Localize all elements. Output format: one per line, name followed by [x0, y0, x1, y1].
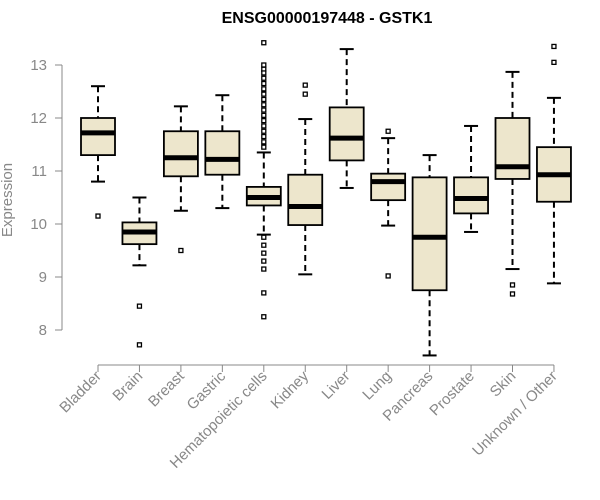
iqr-box	[453, 176, 489, 215]
outlier-point	[261, 70, 267, 76]
outlier-point	[261, 75, 267, 81]
box-liver	[328, 48, 365, 189]
outlier-point	[261, 250, 267, 256]
y-axis-title: Expression	[0, 163, 16, 237]
y-tick-label: 9	[39, 269, 47, 286]
iqr-box	[328, 106, 365, 162]
outlier-point	[385, 128, 391, 134]
x-tick-label: Prostate	[426, 368, 478, 420]
outlier-point	[551, 59, 557, 65]
x-tick-label: Kidney	[268, 367, 313, 412]
x-tick-label: Bladder	[56, 368, 105, 417]
outlier-point	[136, 303, 143, 309]
outlier-point	[261, 139, 267, 145]
iqr-box	[162, 130, 199, 178]
outlier-point	[261, 258, 267, 264]
outlier-point	[261, 91, 267, 97]
outlier-point	[261, 118, 267, 124]
outlier-point	[261, 242, 267, 248]
iqr-box	[411, 176, 448, 292]
x-tick-label: Liver	[319, 368, 354, 403]
outlier-point	[95, 213, 101, 219]
outlier-point	[302, 82, 308, 88]
outlier-point	[178, 247, 184, 254]
y-tick-label: 10	[30, 216, 47, 233]
outlier-point	[261, 144, 267, 150]
x-tick-label: Breast	[145, 367, 188, 410]
outlier-point	[261, 123, 267, 129]
box-gastric	[204, 94, 241, 210]
box-unknown-other	[536, 43, 572, 285]
box-pancreas	[411, 154, 448, 357]
box-hematopoietic-cells	[245, 40, 282, 320]
outlier-point	[261, 266, 267, 272]
iqr-box	[204, 130, 241, 176]
outlier-point	[385, 273, 391, 279]
x-tick-label: Brain	[109, 368, 146, 405]
outlier-point	[136, 342, 143, 348]
box-breast	[162, 105, 199, 254]
box-prostate	[453, 124, 489, 233]
outlier-point	[261, 80, 267, 87]
outlier-point	[261, 40, 267, 46]
x-tick-label: Lung	[359, 368, 395, 404]
outlier-point	[261, 102, 267, 108]
box-brain	[121, 196, 158, 348]
y-tick-label: 11	[31, 163, 47, 180]
iqr-box	[287, 173, 324, 226]
outlier-point	[261, 128, 267, 134]
iqr-box	[370, 172, 407, 202]
outlier-point	[261, 62, 267, 68]
outlier-point	[261, 133, 267, 140]
boxes	[80, 40, 572, 357]
box-skin	[494, 70, 531, 297]
x-tick-label: Skin	[487, 368, 520, 401]
outlier-point	[261, 96, 267, 103]
outlier-point	[261, 86, 267, 92]
iqr-box	[494, 117, 531, 180]
iqr-box	[80, 117, 116, 156]
box-lung	[370, 128, 407, 279]
outlier-point	[509, 282, 516, 288]
box-bladder	[80, 85, 116, 219]
outlier-point	[261, 314, 267, 320]
y-tick-label: 13	[30, 57, 47, 74]
outlier-point	[551, 43, 557, 50]
outlier-point	[261, 112, 267, 118]
y-tick-label: 12	[30, 110, 47, 127]
outlier-point	[261, 234, 267, 240]
outlier-point	[261, 107, 267, 113]
chart-title: ENSG00000197448 - GSTK1	[222, 10, 433, 27]
outlier-point	[261, 290, 267, 296]
y-tick-label: 8	[39, 322, 47, 339]
outlier-point	[509, 291, 516, 297]
box-kidney	[287, 82, 324, 276]
outlier-point	[302, 91, 308, 97]
